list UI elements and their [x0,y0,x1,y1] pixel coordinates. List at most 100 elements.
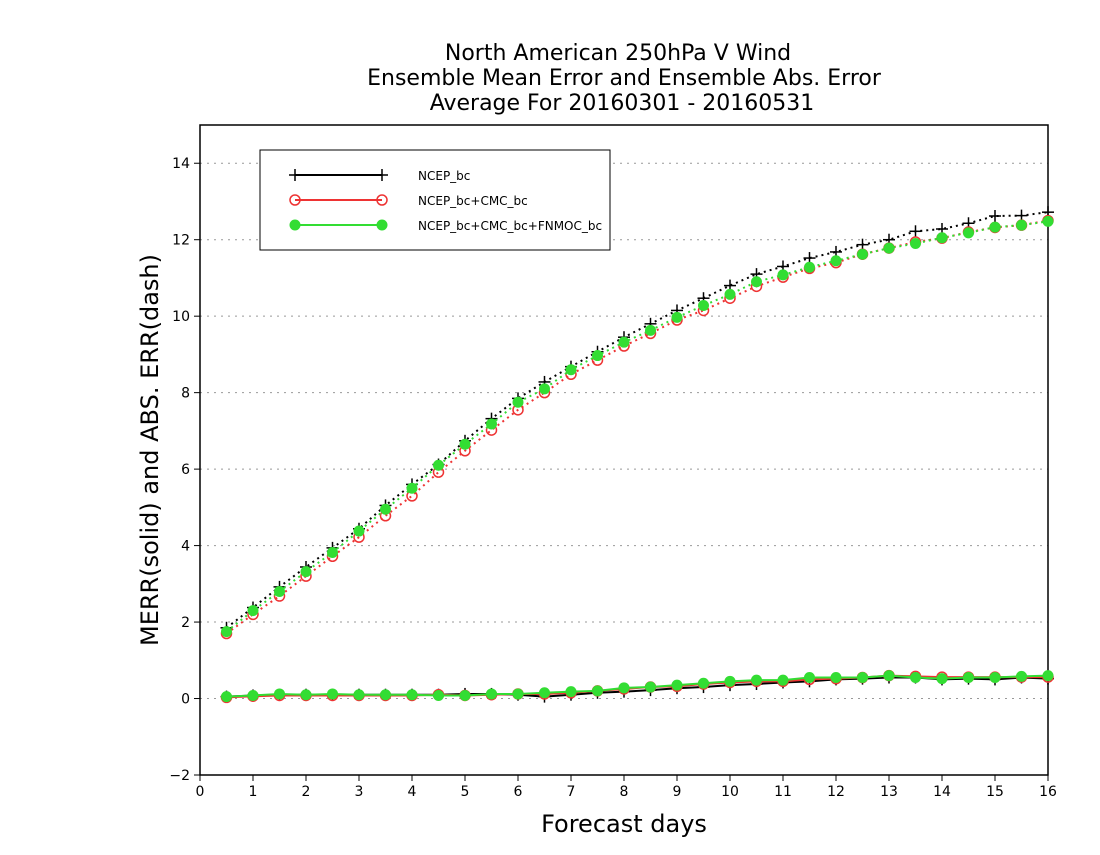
series-abs-err-point [486,418,497,430]
x-tick-label: 3 [355,784,364,800]
x-tick-label: 14 [933,784,951,800]
y-tick-label: 6 [181,462,190,478]
series-abs-err-point [1016,219,1027,231]
y-tick-label: 8 [181,386,190,402]
series-0 [220,206,1054,703]
y-tick-label: 2 [181,615,190,631]
legend-entry-label: NCEP_bc+CMC_bc+FNMOC_bc [418,219,602,233]
series-merr-point [353,689,365,701]
x-tick-label: 10 [721,784,739,800]
chart-title-line-3: Average For 20160301 - 20160531 [430,91,815,116]
x-tick-label: 7 [567,784,576,800]
x-tick-label: 6 [514,784,523,800]
series-merr-point [751,674,762,686]
series-abs-err-point [671,311,683,323]
series-merr-point [830,672,842,683]
legend-marker [376,219,388,231]
series-abs-err-point [433,459,444,471]
legend-entry-label: NCEP_bc+CMC_bc [418,194,528,208]
series-layer [220,206,1054,704]
series-merr-point [698,677,709,689]
series-merr-point [380,689,391,701]
x-tick-label: 16 [1039,784,1057,800]
series-abs-err-point [565,364,577,376]
series-1 [220,214,1054,704]
series-merr-point [221,691,232,703]
series-abs-err-line [225,211,1049,629]
series-abs-err-point [380,503,391,515]
series-merr-point [486,688,497,700]
series-merr-point [327,688,338,700]
series-abs-err-point [300,566,312,578]
series-abs-err-point [804,261,815,273]
series-abs-err-point [645,324,656,336]
x-tick-label: 4 [408,784,417,800]
x-tick-label: 11 [774,784,792,800]
series-abs-err-point [247,605,259,617]
legend-marker [289,194,301,206]
series-merr-point [963,672,974,683]
series-merr-point [300,689,312,701]
x-tick-label: 13 [880,784,898,800]
y-axis-label: MERR(solid) and ABS. ERR(dash) [136,254,164,646]
series-abs-err-point [274,585,285,597]
series-abs-err-point [512,396,524,408]
series-merr-point [618,682,630,694]
x-tick-label: 15 [986,784,1004,800]
series-abs-err-point [989,210,1001,222]
series-merr-point [936,673,948,685]
x-tick-label: 1 [249,784,258,800]
series-abs-err-point [327,546,338,558]
series-abs-err-point [698,299,709,311]
series-merr-point [459,689,471,701]
series-merr-point [777,674,789,686]
legend-entry-label: NCEP_bc [418,169,470,183]
x-tick-label: 5 [461,784,470,800]
series-abs-err-line [225,220,1049,633]
series-merr-point [433,689,444,701]
legend-marker [376,169,388,181]
series-merr-point [645,681,656,693]
series-abs-err-point [618,336,630,348]
y-tick-label: 4 [181,539,190,555]
series-merr-point [724,675,736,687]
series-merr-point [274,688,285,700]
series-abs-err-point [936,232,948,244]
x-tick-label: 0 [196,784,205,800]
legend-marker [376,194,388,206]
x-tick-label: 2 [302,784,311,800]
series-merr-point [804,672,815,683]
series-merr-point [910,672,921,683]
series-abs-err-point [459,438,471,450]
x-tick-label: 8 [620,784,629,800]
series-abs-err-point [777,269,789,281]
series-merr-point [512,688,524,700]
series-merr-point [247,689,259,701]
series-abs-err-point [1042,215,1054,227]
series-merr-point [1016,670,1027,682]
series-merr-line [226,674,1049,698]
series-merr-point [1042,670,1054,682]
series-merr-point [671,679,683,691]
series-merr-point [539,687,550,699]
series-abs-err-point [353,525,365,537]
chart-title-line-1: North American 250hPa V Wind [445,41,791,66]
x-tick-label: 9 [673,784,682,800]
series-merr-point [406,689,418,701]
series-merr-point [989,672,1001,683]
y-tick-label: 10 [172,309,190,325]
y-tick-label: 0 [181,692,190,708]
chart-title: North American 250hPa V Wind Ensemble Me… [367,41,882,116]
legend-marker [289,169,301,181]
series-merr-point [592,685,603,697]
series-2 [221,215,1054,703]
x-tick-label: 12 [827,784,845,800]
series-abs-err-point [909,225,922,238]
chart-title-line-2: Ensemble Mean Error and Ensemble Abs. Er… [367,66,882,91]
series-abs-err-point [989,221,1001,233]
series-abs-err-point [857,248,868,260]
series-abs-err-point [883,242,895,254]
series-merr-point [883,670,895,682]
